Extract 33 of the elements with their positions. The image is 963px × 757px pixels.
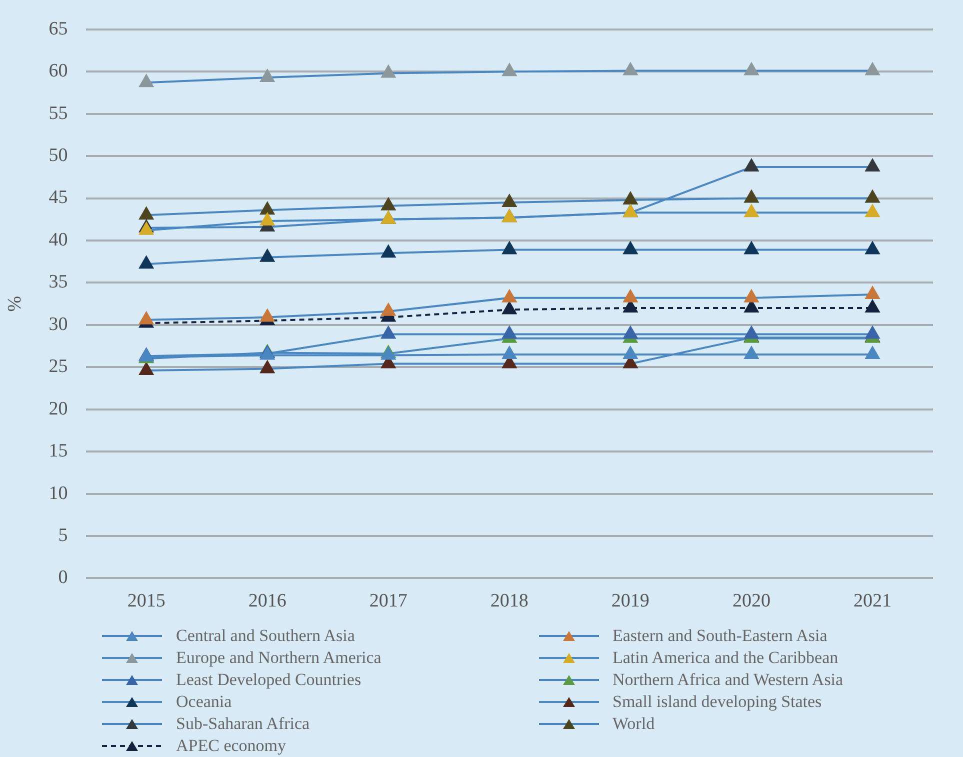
- x-tick-label: 2017: [369, 590, 408, 612]
- y-tick-label: 30: [48, 314, 68, 335]
- legend-label: Latin America and the Caribbean: [612, 647, 838, 669]
- legend-label: Sub-Saharan Africa: [176, 713, 310, 735]
- x-tick-label: 2015: [127, 590, 166, 612]
- x-tick-label: 2020: [732, 590, 770, 612]
- x-tick-label: 2019: [611, 590, 650, 612]
- x-tick-label: 2016: [248, 590, 286, 612]
- y-tick-label: 35: [48, 272, 68, 293]
- y-tick-label: 65: [48, 18, 68, 40]
- y-tick-label: 20: [48, 398, 68, 420]
- y-tick-label: 15: [48, 440, 68, 462]
- legend-label: APEC economy: [176, 735, 286, 757]
- x-tick-label: 2018: [490, 590, 528, 612]
- y-tick-label: 60: [48, 60, 68, 82]
- y-tick-label: 55: [48, 102, 68, 124]
- y-axis-title: %: [4, 296, 26, 312]
- legend-label: Small island developing States: [612, 691, 822, 713]
- y-tick-label: 45: [48, 187, 68, 208]
- legend-label: Least Developed Countries: [176, 669, 362, 691]
- y-tick-label: 25: [48, 356, 68, 378]
- legend-label: World: [612, 713, 655, 735]
- legend-label: Europe and Northern America: [176, 647, 382, 669]
- y-tick-label: 5: [58, 524, 68, 546]
- legend-label: Northern Africa and Western Asia: [612, 669, 844, 691]
- y-tick-label: 50: [48, 145, 68, 166]
- y-tick-label: 10: [48, 482, 68, 504]
- legend-label: Central and Southern Asia: [176, 625, 355, 647]
- legend-label: Oceania: [176, 691, 232, 713]
- y-tick-label: 40: [48, 229, 68, 250]
- y-tick-label: 0: [58, 567, 68, 588]
- legend-label: Eastern and South-Eastern Asia: [612, 625, 828, 647]
- x-tick-label: 2021: [853, 590, 892, 612]
